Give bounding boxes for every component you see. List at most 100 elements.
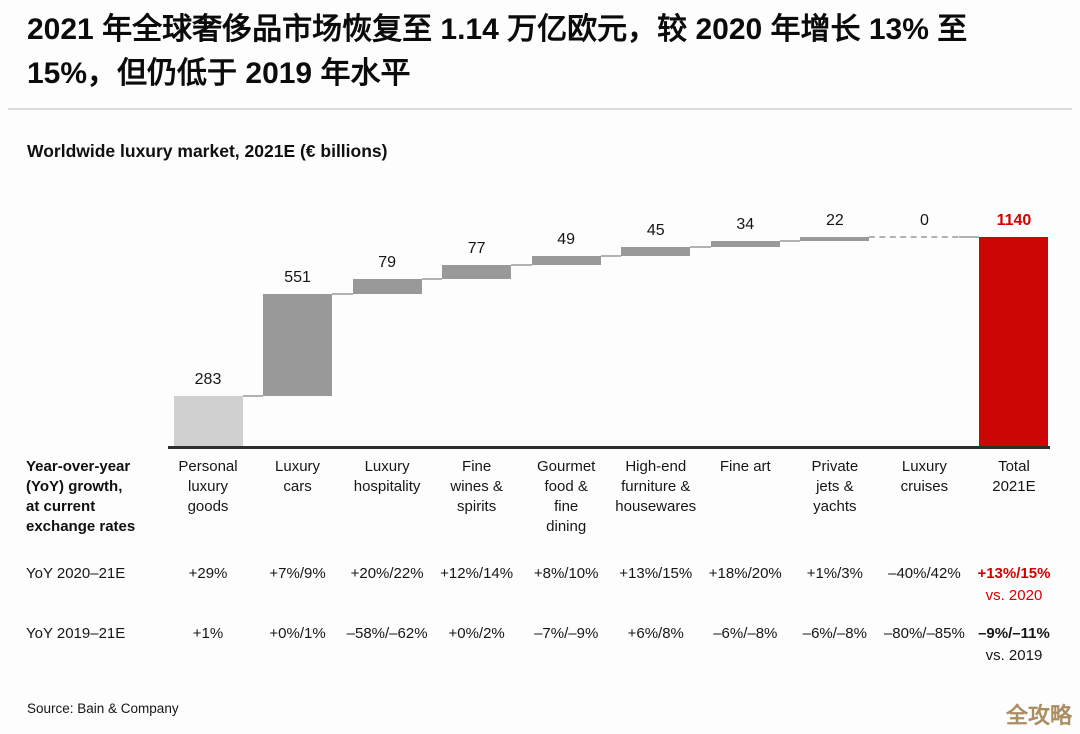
yoy-cell-yoy-2020-21e-fine-wines-spirits: +12%/14% — [440, 565, 514, 582]
connector-line — [242, 394, 264, 397]
connector-line — [690, 246, 711, 249]
bar-fine-wines-spirits — [442, 264, 512, 280]
yoy-total-note: vs. 2020 — [985, 587, 1043, 604]
category-label-luxury-cars: Luxury cars — [239, 457, 357, 497]
yoy-cell-yoy-2020-21e-luxury-cars: +7%/9% — [269, 565, 326, 582]
bar-luxury-hospitality — [352, 279, 422, 294]
row-label-yoy-2020-21e: YoY 2020–21E — [26, 565, 126, 582]
category-label-line: Gourmet — [537, 458, 596, 475]
bar-total-2021e — [979, 237, 1049, 448]
bar-gourmet-food-fine-dining — [531, 255, 601, 265]
category-label-private-jets-yachts: Private jets & yachts — [776, 457, 894, 517]
bar-value-luxury-hospitality: 79 — [378, 254, 396, 272]
source-credit: Source: Bain & Company — [27, 701, 179, 716]
yoy-growth-header-line: exchange rates — [26, 518, 136, 535]
bar-value-gourmet-food-fine-dining: 49 — [557, 230, 576, 248]
bar-value-luxury-cruises: 0 — [919, 212, 929, 230]
connector-line — [421, 278, 443, 281]
bar-value-luxury-cars: 551 — [284, 268, 311, 286]
category-label-line: High-end — [625, 458, 687, 475]
yoy-cell-yoy-2019-21e-total-2021e: –9%/–11% — [978, 625, 1050, 642]
yoy-cell-yoy-2020-21e-personal-luxury-goods: +29% — [188, 565, 228, 582]
page-title: 2021 年全球奢侈品市场恢复至 1.14 万亿欧元，较 2020 年增长 13… — [27, 8, 1037, 96]
bar-value-total-2021e: 1140 — [996, 212, 1032, 230]
bar-value-fine-wines-spirits: 77 — [467, 239, 486, 257]
category-label-total-2021e: Total 2021E — [955, 457, 1073, 497]
connector-line — [779, 240, 801, 243]
connector-line-dashed — [869, 236, 980, 239]
category-label-line: Fine — [462, 458, 492, 475]
bar-value-private-jets-yachts: 22 — [825, 212, 844, 230]
category-label-fine-art: Fine art — [686, 457, 804, 477]
yoy-cell-yoy-2019-21e-high-end-furniture-housewares: +6%/8% — [627, 625, 684, 642]
title-divider — [8, 108, 1072, 110]
x-axis-line — [168, 446, 1050, 449]
yoy-cell-yoy-2019-21e-private-jets-yachts: –6%/–8% — [802, 625, 867, 642]
yoy-growth-header-line: Year-over-year — [26, 458, 131, 475]
category-label-fine-wines-spirits: Fine wines & spirits — [418, 457, 536, 517]
category-label-line: Total — [998, 458, 1030, 475]
yoy-cell-yoy-2019-21e-gourmet-food-fine-dining: –7%/–9% — [534, 625, 599, 642]
bar-personal-luxury-goods — [173, 395, 243, 448]
yoy-cell-yoy-2019-21e-personal-luxury-goods: +1% — [192, 625, 224, 642]
yoy-cell-yoy-2020-21e-private-jets-yachts: +1%/3% — [806, 565, 863, 582]
yoy-cell-yoy-2019-21e-luxury-cars: +0%/1% — [269, 625, 326, 642]
category-label-line: hospitality — [353, 478, 421, 495]
category-label-personal-luxury-goods: Personal luxury goods — [149, 457, 267, 517]
category-label-line: wines & — [450, 478, 503, 495]
category-label-line: yachts — [813, 498, 857, 515]
connector-line — [511, 263, 532, 266]
yoy-cell-yoy-2020-21e-fine-art: +18%/20% — [708, 565, 782, 582]
category-label-line: fine — [554, 498, 579, 515]
yoy-cell-yoy-2020-21e-gourmet-food-fine-dining: +8%/10% — [533, 565, 599, 582]
yoy-cell-yoy-2019-21e-luxury-cruises: –80%/–85% — [883, 625, 965, 642]
page-title-line-2: 15%，但仍低于 2019 年水平 — [27, 57, 411, 90]
category-label-line: cruises — [900, 478, 949, 495]
yoy-growth-header-line: at current — [26, 498, 96, 515]
yoy-growth-header: Year-over-year (YoY) growth, at current … — [26, 457, 186, 537]
category-label-gourmet-food-fine-dining: Gourmet food & fine dining — [507, 457, 625, 537]
category-label-line: Luxury — [275, 458, 321, 475]
yoy-cell-yoy-2020-21e-luxury-cruises: –40%/42% — [888, 565, 961, 582]
category-label-line: Personal — [178, 458, 238, 475]
yoy-cell-yoy-2020-21e-luxury-hospitality: +20%/22% — [350, 565, 424, 582]
category-label-high-end-furniture-housewares: High-end furniture & housewares — [597, 457, 715, 517]
page-title-line-1: 2021 年全球奢侈品市场恢复至 1.14 万亿欧元，较 2020 年增长 13… — [27, 13, 968, 46]
connector-line — [600, 254, 622, 257]
category-label-line: jets & — [816, 478, 854, 495]
bar-high-end-furniture-housewares — [621, 247, 691, 256]
yoy-total-note: vs. 2019 — [985, 647, 1043, 664]
category-label-line: furniture & — [621, 478, 691, 495]
category-label-line: goods — [187, 498, 229, 515]
category-label-line: food & — [544, 478, 588, 495]
category-label-line: housewares — [615, 498, 697, 515]
watermark: 全攻略 — [1005, 703, 1072, 728]
category-label-line: Luxury — [364, 458, 410, 475]
category-label-luxury-cruises: Luxury cruises — [865, 457, 983, 497]
category-label-line: 2021E — [992, 478, 1036, 495]
category-label-line: spirits — [457, 498, 497, 515]
category-label-line: Fine art — [719, 458, 771, 475]
yoy-cell-yoy-2020-21e-high-end-furniture-housewares: +13%/15% — [619, 565, 693, 582]
yoy-cell-yoy-2019-21e-fine-art: –6%/–8% — [713, 625, 778, 642]
bar-value-high-end-furniture-housewares: 45 — [646, 222, 665, 240]
chart-title: Worldwide luxury market, 2021E (€ billio… — [27, 141, 388, 161]
yoy-cell-yoy-2019-21e-fine-wines-spirits: +0%/2% — [448, 625, 505, 642]
bar-private-jets-yachts — [800, 237, 870, 242]
bar-luxury-cars — [263, 293, 333, 396]
yoy-growth-header-line: (YoY) growth, — [26, 478, 123, 495]
row-label-yoy-2019-21e: YoY 2019–21E — [26, 625, 126, 642]
category-label-line: cars — [283, 478, 312, 495]
bar-value-personal-luxury-goods: 283 — [194, 370, 222, 388]
yoy-cell-yoy-2019-21e-luxury-hospitality: –58%/–62% — [346, 625, 428, 642]
bar-value-fine-art: 34 — [736, 216, 755, 234]
connector-line — [332, 292, 353, 295]
category-label-line: Private — [811, 458, 859, 475]
yoy-cell-yoy-2020-21e-total-2021e: +13%/15% — [977, 565, 1051, 582]
category-label-line: Luxury — [901, 458, 947, 475]
bar-fine-art — [710, 241, 780, 248]
category-label-line: dining — [546, 518, 587, 535]
category-label-luxury-hospitality: Luxury hospitality — [328, 457, 446, 497]
category-label-line: luxury — [187, 478, 228, 495]
